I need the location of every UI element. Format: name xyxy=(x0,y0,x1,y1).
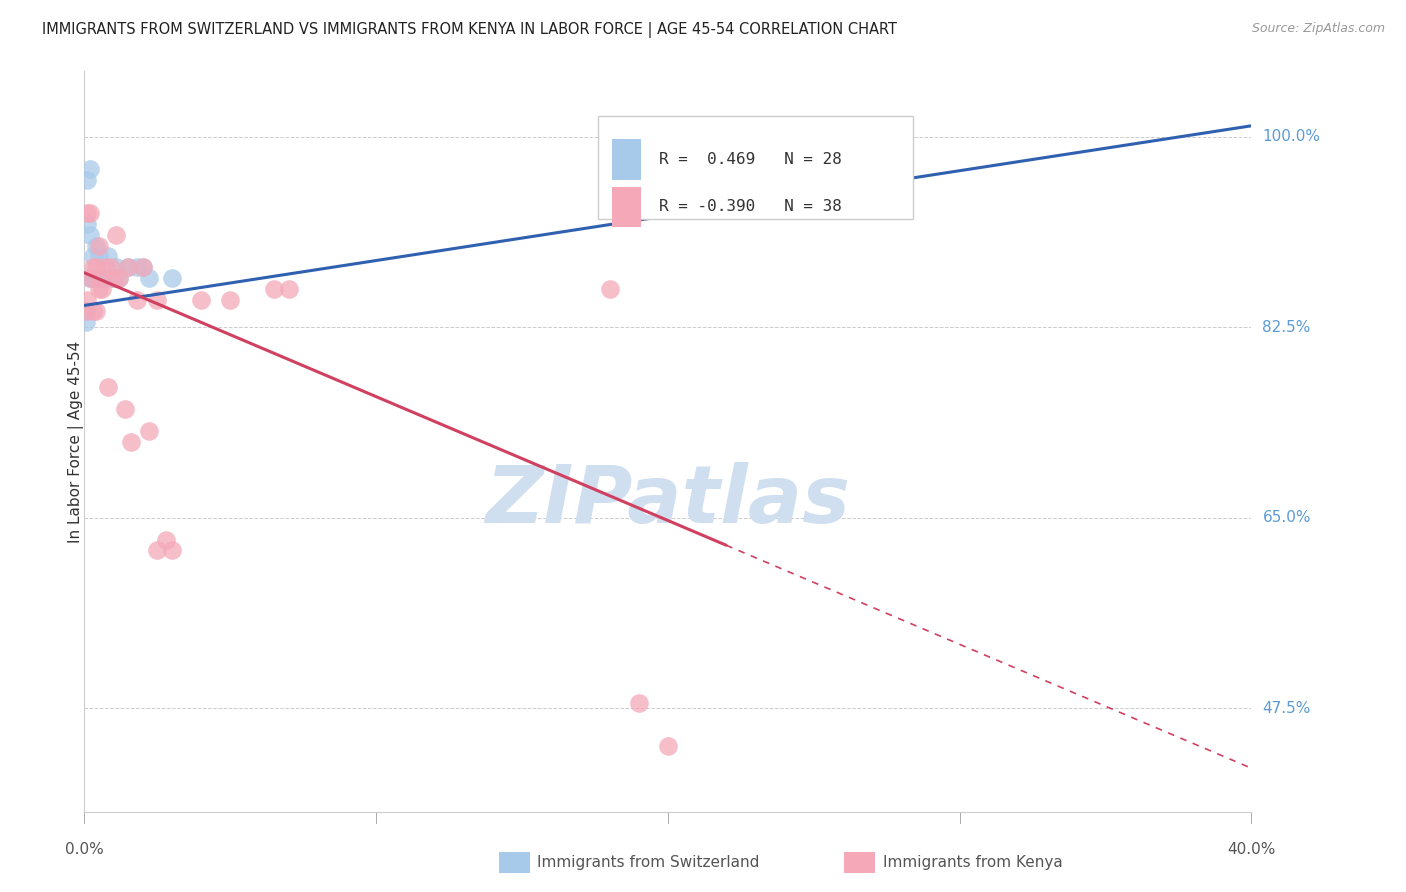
Point xyxy=(114,401,136,416)
Point xyxy=(87,238,110,252)
Point xyxy=(87,271,110,285)
Point xyxy=(627,696,650,710)
Point xyxy=(75,304,97,318)
Point xyxy=(120,434,142,449)
Point xyxy=(84,304,107,318)
Point xyxy=(108,271,131,285)
Bar xyxy=(612,139,641,179)
Point xyxy=(79,162,101,177)
Point xyxy=(132,260,155,275)
Point xyxy=(146,543,169,558)
Point xyxy=(90,282,112,296)
Point xyxy=(190,293,212,307)
Point xyxy=(100,271,122,285)
Point xyxy=(94,271,117,285)
Point xyxy=(160,543,183,558)
Point xyxy=(105,260,128,275)
Point xyxy=(87,282,110,296)
Bar xyxy=(612,186,641,227)
Point xyxy=(76,293,98,307)
Text: Immigrants from Kenya: Immigrants from Kenya xyxy=(883,855,1063,870)
Text: R = -0.390   N = 38: R = -0.390 N = 38 xyxy=(658,200,841,214)
Text: Immigrants from Switzerland: Immigrants from Switzerland xyxy=(537,855,759,870)
Point xyxy=(84,238,107,252)
Point xyxy=(132,260,155,275)
Point xyxy=(599,282,621,296)
Point xyxy=(76,217,98,231)
FancyBboxPatch shape xyxy=(598,116,912,219)
Point xyxy=(138,271,160,285)
Point xyxy=(97,250,120,264)
Point xyxy=(84,271,107,285)
Point xyxy=(117,260,139,275)
Point xyxy=(82,304,104,318)
Y-axis label: In Labor Force | Age 45-54: In Labor Force | Age 45-54 xyxy=(67,341,84,542)
Point xyxy=(219,293,242,307)
Point xyxy=(125,260,148,275)
Point xyxy=(84,260,107,275)
Point xyxy=(108,271,131,285)
Point xyxy=(105,227,128,242)
Point xyxy=(100,260,122,275)
Text: 82.5%: 82.5% xyxy=(1263,319,1310,334)
Point xyxy=(97,380,120,394)
Point xyxy=(277,282,299,296)
Point xyxy=(160,271,183,285)
Point xyxy=(82,250,104,264)
Point xyxy=(155,533,177,547)
Text: 100.0%: 100.0% xyxy=(1263,129,1320,145)
Point xyxy=(890,129,912,144)
Text: IMMIGRANTS FROM SWITZERLAND VS IMMIGRANTS FROM KENYA IN LABOR FORCE | AGE 45-54 : IMMIGRANTS FROM SWITZERLAND VS IMMIGRANT… xyxy=(42,22,897,38)
Point xyxy=(79,271,101,285)
Point xyxy=(79,271,101,285)
Point xyxy=(87,250,110,264)
Point xyxy=(82,271,104,285)
Point xyxy=(103,271,125,285)
Point xyxy=(79,227,101,242)
Point xyxy=(138,424,160,438)
Text: 47.5%: 47.5% xyxy=(1263,701,1310,715)
Point xyxy=(103,271,125,285)
Point xyxy=(714,129,737,144)
Text: Source: ZipAtlas.com: Source: ZipAtlas.com xyxy=(1251,22,1385,36)
Point xyxy=(657,739,679,754)
Text: ZIPatlas: ZIPatlas xyxy=(485,462,851,540)
Point xyxy=(82,260,104,275)
Point xyxy=(76,173,98,187)
Point xyxy=(90,271,112,285)
Point xyxy=(75,315,97,329)
Point xyxy=(263,282,285,296)
Point xyxy=(87,271,110,285)
Point xyxy=(79,206,101,220)
Point xyxy=(146,293,169,307)
Text: 40.0%: 40.0% xyxy=(1227,842,1275,857)
Text: 65.0%: 65.0% xyxy=(1263,510,1310,525)
Text: R =  0.469   N = 28: R = 0.469 N = 28 xyxy=(658,152,841,167)
Point xyxy=(82,271,104,285)
Text: 0.0%: 0.0% xyxy=(65,842,104,857)
Point xyxy=(76,206,98,220)
Point xyxy=(117,260,139,275)
Point xyxy=(125,293,148,307)
Point xyxy=(75,304,97,318)
Point xyxy=(94,260,117,275)
